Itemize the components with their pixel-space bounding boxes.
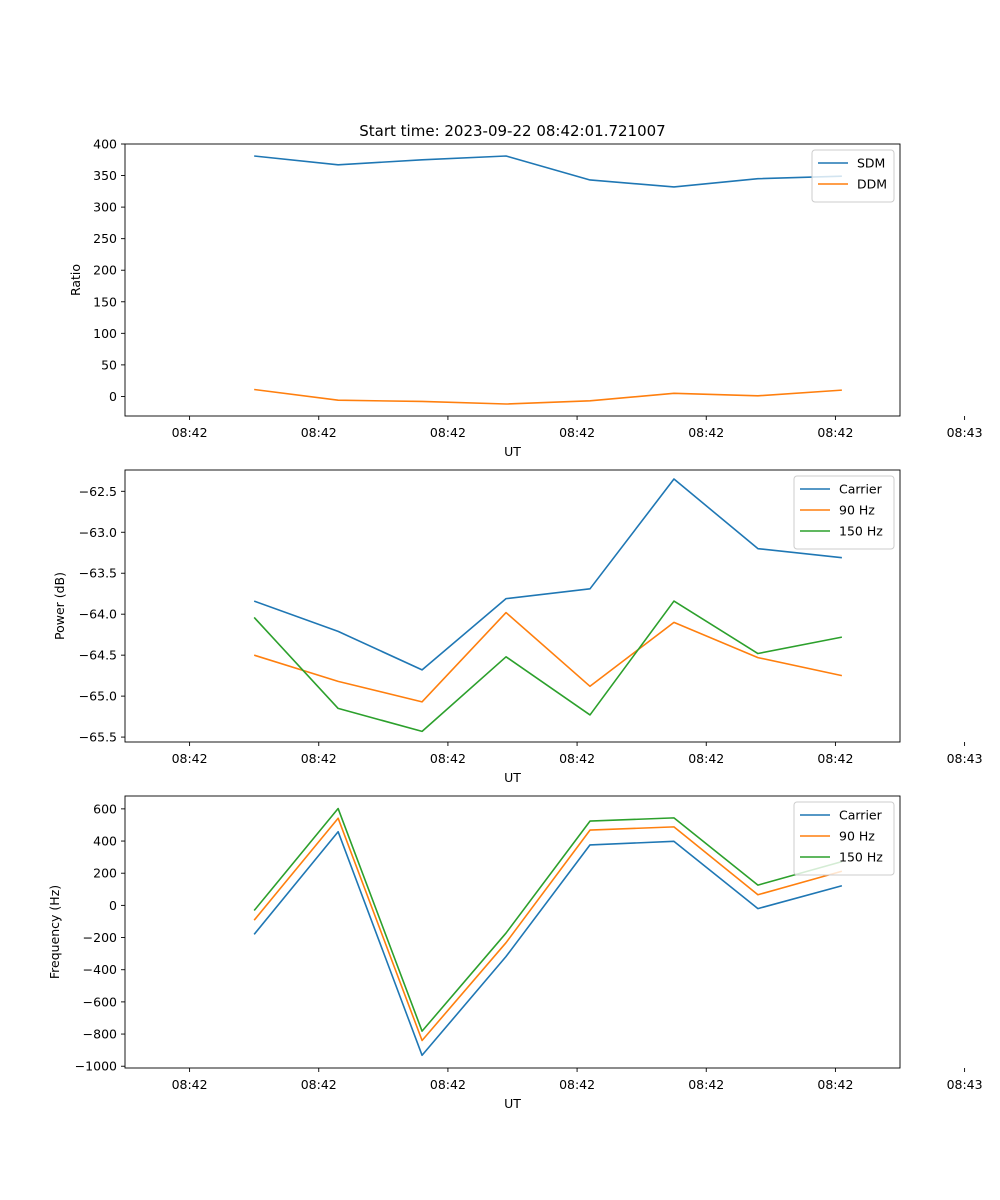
x-tick-label: 08:42 — [430, 1077, 466, 1092]
y-tick-label: 350 — [93, 168, 117, 183]
y-tick-label: −62.5 — [79, 484, 117, 499]
y-tick-label: −63.5 — [79, 566, 117, 581]
x-axis-label: UT — [504, 1096, 521, 1111]
x-tick-label: 08:42 — [430, 751, 466, 766]
x-axis-label: UT — [504, 770, 521, 785]
power-panel: UT Power (dB) 08:42 08:42 08:42 08:42 08:42 0… — [52, 469, 983, 785]
series-line-90-hz — [253, 817, 843, 1042]
frequency-panel: UT Frequency (Hz) 08:42 08:42 08:42 08:42 08… — [47, 795, 983, 1111]
x-tick-label: 08:42 — [688, 1077, 724, 1092]
x-tick-label: 08:42 — [688, 751, 724, 766]
chart-title: Start time: 2023-09-22 08:42:01.721007 — [359, 122, 665, 140]
y-tick-label: −400 — [83, 962, 117, 977]
series-line-150-hz — [253, 807, 843, 1032]
series-line-150-hz — [253, 600, 843, 733]
x-tick-label: 08:42 — [301, 751, 337, 766]
legend-label: 90 Hz — [839, 829, 875, 844]
y-tick-label: 200 — [93, 263, 117, 278]
y-axis-label: Frequency (Hz) — [47, 885, 62, 979]
x-tick-label: 08:42 — [301, 1077, 337, 1092]
x-tick-label: 08:42 — [817, 425, 853, 440]
legend-label: Carrier — [839, 482, 883, 497]
x-tick-label: 08:42 — [559, 751, 595, 766]
y-tick-label: −65.5 — [79, 730, 117, 745]
y-tick-label: 150 — [93, 294, 117, 309]
x-tick-label: 08:43 — [947, 425, 983, 440]
axes-frame — [124, 795, 901, 1069]
y-tick-label: 400 — [93, 137, 117, 152]
y-tick-label: 200 — [93, 866, 117, 881]
y-tick-label: 600 — [93, 801, 117, 816]
y-tick-label: −800 — [83, 1027, 117, 1042]
legend-label: 150 Hz — [839, 524, 883, 539]
axes-frame — [124, 143, 901, 417]
x-tick-label: 08:42 — [817, 751, 853, 766]
y-tick-label: 0 — [109, 898, 117, 913]
y-tick-label: 400 — [93, 834, 117, 849]
axes-frame — [124, 469, 901, 743]
series-line-carrier — [253, 830, 843, 1057]
x-tick-label: 08:43 — [947, 1077, 983, 1092]
y-tick-label: −1000 — [75, 1059, 117, 1074]
y-axis-label: Ratio — [68, 264, 83, 296]
x-tick-label: 08:42 — [172, 1077, 208, 1092]
y-tick-label: 250 — [93, 231, 117, 246]
x-tick-label: 08:42 — [301, 425, 337, 440]
x-tick-label: 08:42 — [559, 425, 595, 440]
y-tick-label: 0 — [109, 389, 117, 404]
legend-label: DDM — [857, 177, 887, 192]
series-line-sdm — [254, 155, 842, 188]
legend-label: Carrier — [839, 808, 883, 823]
x-tick-label: 08:43 — [947, 751, 983, 766]
x-tick-label: 08:42 — [559, 1077, 595, 1092]
legend-label: 150 Hz — [839, 850, 883, 865]
legend-label: 90 Hz — [839, 503, 875, 518]
y-tick-label: −600 — [83, 994, 117, 1009]
x-tick-label: 08:42 — [817, 1077, 853, 1092]
y-tick-label: 300 — [93, 200, 117, 215]
y-tick-label: 100 — [93, 326, 117, 341]
y-tick-label: 50 — [101, 357, 117, 372]
x-tick-label: 08:42 — [172, 425, 208, 440]
x-tick-label: 08:42 — [172, 751, 208, 766]
ratio-panel: Start time: 2023-09-22 08:42:01.721007 U… — [68, 122, 983, 459]
x-tick-label: 08:42 — [430, 425, 466, 440]
x-tick-label: 08:42 — [688, 425, 724, 440]
y-tick-label: −64.0 — [79, 607, 117, 622]
legend-label: SDM — [857, 156, 885, 171]
x-axis-label: UT — [504, 444, 521, 459]
y-tick-label: −63.0 — [79, 525, 117, 540]
series-line-ddm — [254, 388, 842, 405]
series-line-90-hz — [253, 611, 843, 703]
y-tick-label: −200 — [83, 930, 117, 945]
y-tick-label: −65.0 — [79, 689, 117, 704]
y-axis-label: Power (dB) — [52, 572, 67, 640]
series-line-carrier — [253, 478, 842, 671]
y-tick-label: −64.5 — [79, 648, 117, 663]
